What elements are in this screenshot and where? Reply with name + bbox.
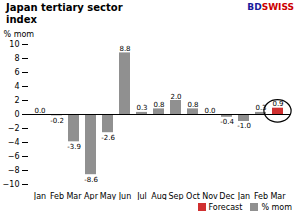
- svg-text:0.8: 0.8: [187, 101, 198, 109]
- svg-text:Sep: Sep: [168, 192, 183, 200]
- html-text:BD SWISS: BD SWISS: [247, 2, 294, 12]
- svg-text:% mom: % mom: [4, 30, 35, 39]
- svg-text:−10: −10: [3, 180, 20, 189]
- svg-text:8: 8: [14, 54, 19, 63]
- svg-text:6: 6: [14, 68, 19, 77]
- svg-text:-3.9: -3.9: [67, 143, 81, 151]
- html-text:% mom: % mom: [261, 202, 292, 212]
- svg-text:Oct: Oct: [186, 192, 200, 200]
- svg-text:-0.4: -0.4: [220, 118, 234, 126]
- svg-text:-1.0: -1.0: [237, 122, 251, 130]
- html-text:Forecast: Forecast: [208, 202, 243, 212]
- svg-text:Feb: Feb: [254, 192, 268, 200]
- svg-text:-8.6: -8.6: [84, 176, 98, 184]
- svg-text:0.3: 0.3: [255, 104, 267, 113]
- svg-text:0: 0: [14, 110, 19, 119]
- svg-text:Jan: Jan: [237, 192, 250, 200]
- svg-text:Apr: Apr: [84, 192, 99, 200]
- svg-text:0.0: 0.0: [34, 107, 45, 115]
- svg-text:2: 2: [14, 96, 19, 105]
- svg-text:Mar: Mar: [270, 192, 286, 200]
- svg-text:May: May: [100, 192, 117, 200]
- svg-text:Mar: Mar: [66, 192, 82, 200]
- svg-text:8.8: 8.8: [119, 45, 130, 53]
- svg-text:0.8: 0.8: [153, 101, 164, 109]
- svg-text:Jul: Jul: [136, 192, 147, 200]
- svg-text:Aug: Aug: [151, 192, 167, 200]
- svg-text:−2: −2: [8, 124, 20, 133]
- svg-text:10: 10: [9, 40, 19, 49]
- svg-text:0.9: 0.9: [272, 100, 283, 108]
- svg-text:Nov: Nov: [202, 192, 218, 200]
- svg-text:0.0: 0.0: [204, 107, 215, 115]
- html-text:Japan tertiary sector index: Japan tertiary sector index: [6, 2, 123, 25]
- svg-text:-0.2: -0.2: [50, 117, 64, 125]
- svg-text:Jan: Jan: [33, 192, 46, 200]
- svg-text:−4: −4: [8, 138, 20, 147]
- svg-text:Jun: Jun: [118, 192, 132, 200]
- svg-text:-2.6: -2.6: [101, 134, 115, 142]
- svg-text:Feb: Feb: [50, 192, 64, 200]
- svg-text:Dec: Dec: [219, 192, 234, 200]
- svg-text:−8: −8: [8, 166, 20, 175]
- svg-text:2.0: 2.0: [170, 93, 181, 101]
- svg-text:0.3: 0.3: [136, 104, 147, 112]
- svg-text:−6: −6: [8, 152, 20, 161]
- svg-text:4: 4: [14, 82, 19, 91]
